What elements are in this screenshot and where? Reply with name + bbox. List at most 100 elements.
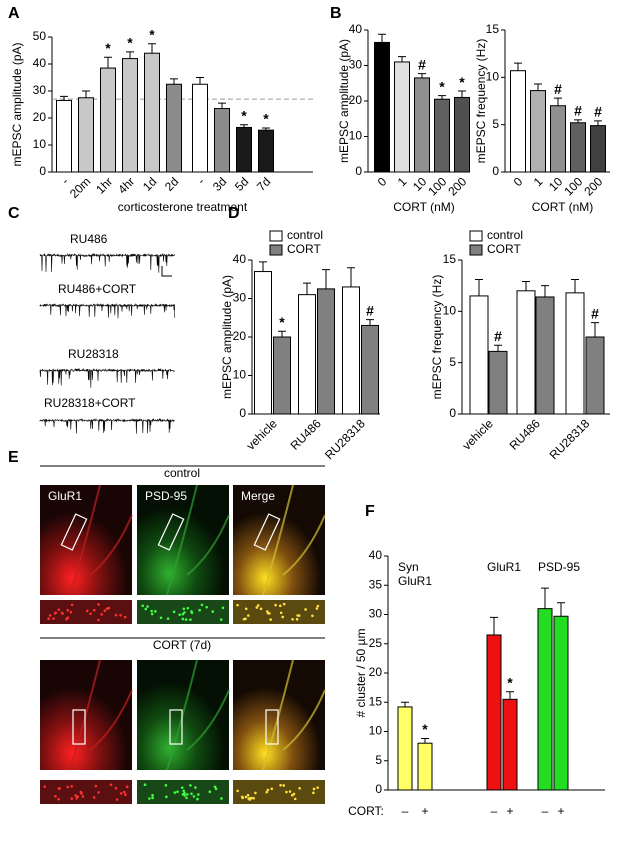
bar [374,41,390,173]
legend-swatch [469,230,483,242]
bar [298,294,316,415]
puncta [208,790,212,794]
puncta [148,797,151,800]
y-axis-label: mEPSC frequency (Hz) [474,39,488,164]
puncta [196,797,199,801]
bar [122,58,138,173]
puncta [173,791,177,794]
puncta [274,603,277,607]
x-tick-label: vehicle [244,416,281,453]
panel-label: E [8,449,19,466]
error-bar [475,279,483,296]
puncta [297,614,301,617]
group-label: GluR1 [487,560,521,574]
legend-label: CORT [287,242,321,256]
puncta [236,789,239,793]
bar [486,634,502,791]
group-label: Syn [398,560,419,574]
puncta [183,791,186,795]
legend-swatch [469,244,483,256]
bar [414,77,430,173]
puncta [107,606,111,610]
puncta [180,786,184,789]
x-tick-label: 200 [581,174,605,198]
significance-mark: # [418,56,426,72]
puncta [172,610,176,614]
puncta [213,785,217,789]
puncta [285,790,288,794]
puncta [190,611,194,615]
bar [434,98,450,173]
significance-mark: * [241,107,247,123]
puncta [57,608,61,611]
error-bar [104,56,112,69]
panel-label: A [8,5,20,22]
strip [40,780,132,804]
puncta [281,615,285,619]
puncta [66,785,70,789]
y-tick-label: 20 [369,665,383,679]
roi-box [253,513,281,551]
bar [273,336,291,415]
puncta [242,617,246,621]
x-tick-label: 2d [162,174,181,193]
error-bar [418,73,426,78]
puncta [176,790,179,793]
y-tick-label: 25 [369,636,383,650]
puncta [254,791,257,795]
y-axis-label: mEPSC amplitude (pA) [10,42,24,166]
puncta [220,797,223,800]
bar [516,290,536,415]
puncta [79,790,83,794]
x-tick-label: 1d [140,174,159,193]
roi-box [157,513,185,551]
error-bar [366,319,374,326]
puncta [316,786,319,789]
significance-mark: # [494,328,502,344]
puncta [247,614,250,617]
y-tick-label: 30 [349,58,363,72]
puncta [85,609,89,613]
x-tick-label: RU28318 [322,416,368,462]
x-tick-label: 5d [232,174,251,193]
channel-label: GluR1 [48,489,82,503]
puncta [298,786,301,790]
y-tick-label: 5 [449,355,456,369]
bar [342,286,360,415]
significance-mark: * [279,314,285,330]
y-tick-label: 35 [369,577,383,591]
puncta [150,609,153,613]
x-tick-label: 1 [531,174,546,189]
strip [40,600,132,624]
puncta [70,603,74,607]
puncta [125,785,129,789]
puncta [53,611,57,615]
dendrite [262,484,326,596]
legend-label: control [287,228,323,242]
puncta [100,613,103,616]
significance-mark: # [554,81,562,97]
bar [570,122,586,173]
bar [469,295,489,415]
error-bar [322,269,330,289]
x-tick-label: vehicle [460,416,497,453]
puncta [70,784,74,788]
channel-label: PSD-95 [145,489,187,503]
error-bar [438,95,446,100]
puncta [69,610,73,614]
bar [192,83,208,173]
roi-box [60,513,88,551]
puncta [166,617,170,620]
panel-label: D [228,205,240,222]
puncta [122,790,126,794]
legend-label: CORT [487,242,521,256]
error-bar [148,43,156,54]
y-tick-label: 0 [492,164,499,178]
puncta [214,787,218,791]
bar [361,324,379,415]
puncta [57,797,60,801]
x-tick-label: RU486 [507,416,544,453]
puncta [43,785,47,788]
puncta [255,606,259,609]
error-bar [534,83,542,91]
